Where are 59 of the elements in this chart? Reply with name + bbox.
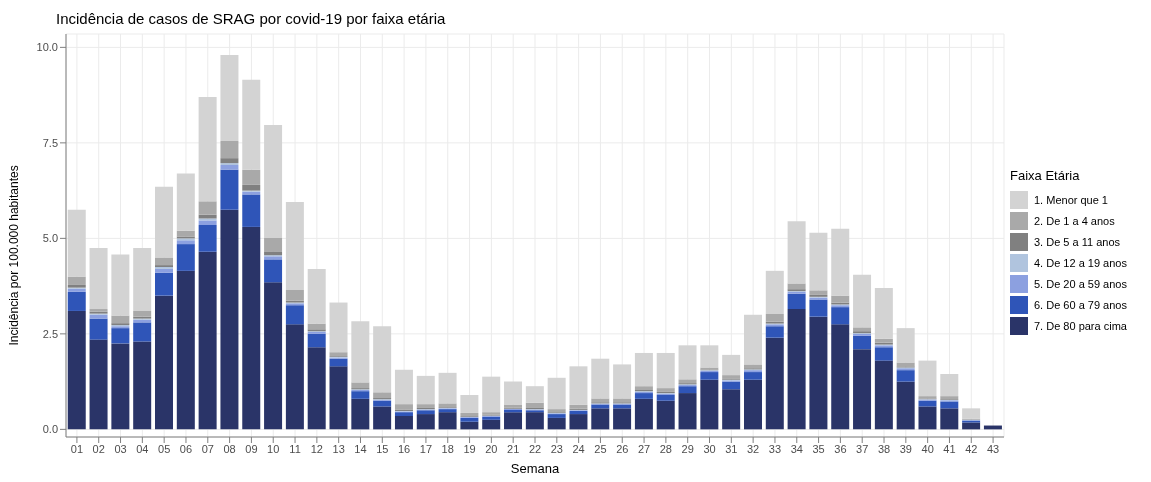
x-tick-label: 34 [790,442,803,455]
x-tick-label: 08 [223,442,236,455]
x-axis-title: Semana [510,461,560,476]
x-tick-label: 03 [114,442,127,455]
x-tick-label: 43 [986,442,1000,455]
x-tick-label: 15 [376,442,389,455]
x-tick-label: 18 [441,442,454,455]
x-tick-label: 25 [594,442,607,455]
x-tick-label: 27 [637,442,651,455]
x-tick-label: 29 [681,442,694,455]
x-tick-label: 20 [485,442,498,455]
x-tick-label: 32 [747,442,760,455]
x-tick-label: 06 [179,442,193,455]
legend-label: 1. Menor que 1 [1034,193,1108,206]
x-tick-label: 16 [397,442,411,455]
x-tick-label: 22 [528,442,542,455]
x-tick-label: 41 [943,442,956,455]
x-tick-label: 30 [703,442,716,455]
x-tick-label: 38 [877,442,891,455]
y-tick-label: 5.0 [42,232,58,245]
x-tick-label: 10 [267,442,280,455]
x-tick-label: 40 [921,442,934,455]
x-tick-label: 28 [659,442,673,455]
x-tick-label: 02 [92,442,105,455]
y-tick-label: 7.5 [42,136,58,149]
y-tick-label: 0.0 [42,423,58,436]
x-tick-label: 31 [725,442,738,455]
x-tick-label: 09 [245,442,258,455]
x-tick-label: 01 [70,442,84,455]
legend-label: 6. De 60 a 79 anos [1034,298,1127,311]
x-tick-label: 24 [572,442,585,455]
x-tick-label: 13 [332,442,345,455]
legend-title: Faixa Etária [1010,168,1081,183]
x-tick-label: 04 [136,442,149,455]
x-tick-label: 19 [463,442,476,455]
legend-label: 5. De 20 a 59 anos [1034,277,1127,290]
y-axis-title: Incidência por 100.000 habitantes [7,165,22,346]
y-tick-label: 10.0 [36,41,58,54]
legend-label: 7. De 80 para cima [1034,319,1127,332]
legend-label: 3. De 5 a 11 anos [1034,235,1121,248]
chart-title: Incidência de casos de SRAG por covid-19 por faixa etária [56,10,446,27]
x-tick-label: 26 [616,442,629,455]
x-tick-label: 12 [310,442,323,455]
x-tick-label: 14 [354,442,367,455]
x-tick-label: 35 [812,442,825,455]
x-tick-label: 11 [289,442,301,455]
x-tick-label: 39 [899,442,912,455]
x-tick-label: 05 [158,442,171,455]
x-tick-label: 33 [768,442,782,455]
y-tick-label: 2.5 [42,327,58,340]
x-tick-label: 07 [201,442,214,455]
x-tick-label: 37 [856,442,869,455]
legend-label: 4. De 12 a 19 anos [1034,256,1127,269]
x-tick-label: 42 [965,442,978,455]
x-tick-label: 23 [550,442,563,455]
x-tick-label: 36 [834,442,847,455]
x-tick-label: 21 [507,442,520,455]
legend-label: 2. De 1 a 4 anos [1034,214,1115,227]
x-tick-label: 17 [419,442,433,455]
